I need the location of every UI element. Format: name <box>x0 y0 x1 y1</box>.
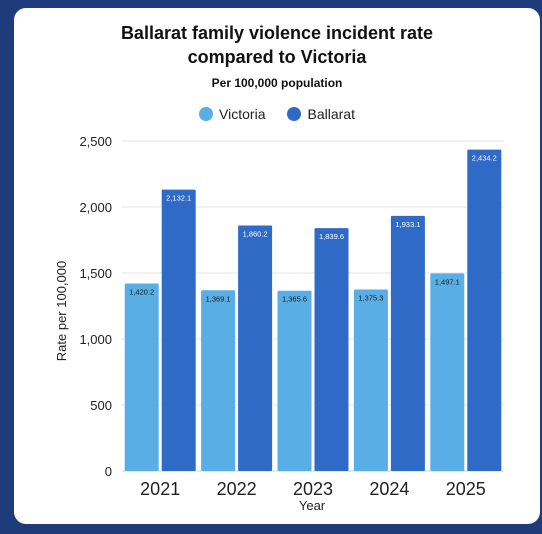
legend-swatch-ballarat <box>287 107 302 121</box>
chart-card: Ballarat family violence incident rate c… <box>14 8 540 524</box>
x-tick-label: 2022 <box>217 479 257 499</box>
bar-victoria-2021 <box>124 283 159 471</box>
data-labels: 1,420.2 2,132.1 1,369.1 1,860.2 1,365.6 1,839… <box>129 154 497 304</box>
legend-swatch-victoria <box>199 107 214 121</box>
y-axis-ticks: 0 500 1,000 1,500 2,000 2,500 <box>79 134 112 479</box>
bar-ballarat-2023 <box>314 228 349 471</box>
chart-title-line-2: compared to Victoria <box>187 47 367 67</box>
legend-item-ballarat: Ballarat <box>287 106 355 122</box>
bars <box>124 149 502 471</box>
bar-chart: 1,420.2 2,132.1 1,369.1 1,860.2 1,365.6 1,839… <box>54 134 504 513</box>
bar-ballarat-2022 <box>238 225 273 471</box>
y-tick-label: 500 <box>90 398 112 413</box>
data-label-ballarat-2024: 1,933.1 <box>395 220 420 229</box>
legend-label-victoria: Victoria <box>219 106 266 122</box>
y-tick-label: 2,000 <box>79 200 112 215</box>
x-tick-label: 2024 <box>369 479 409 499</box>
y-tick-label: 0 <box>105 464 112 479</box>
y-tick-label: 1,500 <box>79 266 112 281</box>
y-axis-label: Rate per 100,000 <box>54 261 69 361</box>
chart-title-line-1: Ballarat family violence incident rate <box>120 23 434 43</box>
y-tick-label: 1,000 <box>79 332 112 347</box>
data-label-victoria-2021: 1,420.2 <box>129 288 154 297</box>
data-label-ballarat-2022: 1,860.2 <box>243 229 268 238</box>
bar-victoria-2022 <box>201 290 236 471</box>
bar-victoria-2023 <box>277 290 312 471</box>
data-label-ballarat-2021: 2,132.1 <box>166 194 191 203</box>
data-label-victoria-2025: 1,497.1 <box>435 277 460 286</box>
chart-legend: Victoria Ballarat <box>14 106 540 122</box>
x-tick-label: 2025 <box>446 479 486 499</box>
x-tick-label: 2021 <box>140 479 180 499</box>
x-tick-label: 2023 <box>293 479 333 499</box>
data-label-ballarat-2025: 2,434.2 <box>472 154 497 163</box>
bar-victoria-2025 <box>430 273 465 471</box>
data-label-ballarat-2023: 1,839.6 <box>319 232 344 241</box>
data-label-victoria-2024: 1,375.3 <box>358 293 383 302</box>
bar-ballarat-2021 <box>161 189 196 471</box>
data-label-victoria-2023: 1,365.6 <box>282 295 307 304</box>
chart-subtitle: Per 100,000 population <box>211 76 343 90</box>
bar-ballarat-2024 <box>390 215 425 471</box>
y-tick-label: 2,500 <box>79 134 112 149</box>
x-axis-label: Year <box>299 498 326 513</box>
bar-victoria-2024 <box>353 289 388 471</box>
bar-ballarat-2025 <box>467 149 502 471</box>
legend-label-ballarat: Ballarat <box>307 106 355 122</box>
data-label-victoria-2022: 1,369.1 <box>206 294 231 303</box>
x-axis-ticks: 2021 2022 2023 2024 2025 <box>140 479 486 499</box>
legend-item-victoria: Victoria <box>199 106 265 122</box>
